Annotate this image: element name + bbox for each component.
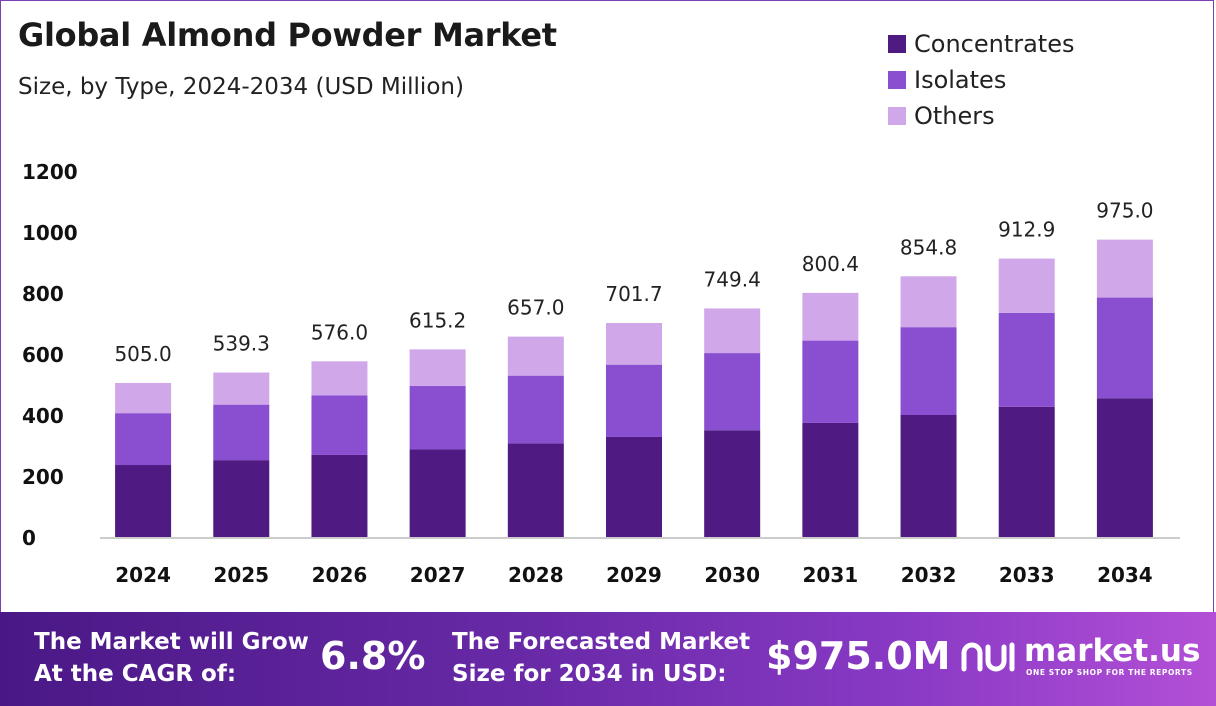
legend-item-isolates: Isolates <box>888 62 1075 98</box>
legend-swatch-isolates <box>888 71 906 89</box>
legend-label-others: Others <box>914 102 995 130</box>
chart-subtitle: Size, by Type, 2024-2034 (USD Million) <box>18 74 464 100</box>
y-tick-label: 800 <box>22 282 64 306</box>
bar-segment-others <box>900 276 957 328</box>
market-us-logo-icon <box>961 642 1015 671</box>
y-tick-label: 200 <box>22 465 64 489</box>
bar-segment-concentrates <box>704 430 761 537</box>
brand-name: market.us <box>1024 633 1201 669</box>
forecast-label: The Forecasted Market Size for 2034 in U… <box>452 626 750 690</box>
bar-segment-concentrates <box>409 449 466 537</box>
x-tick-label: 2024 <box>115 563 171 587</box>
y-tick-label: 1000 <box>22 221 78 245</box>
bar-segment-others <box>507 336 564 376</box>
x-tick-label: 2030 <box>704 563 760 587</box>
forecast-label-line1: The Forecasted Market <box>452 629 751 655</box>
bar-total-label: 701.7 <box>605 282 662 306</box>
bar-segment-isolates <box>802 340 859 423</box>
cagr-value: 6.8% <box>320 634 426 678</box>
bar-segment-others <box>802 292 859 341</box>
bar-segment-concentrates <box>1096 398 1153 537</box>
legend: Concentrates Isolates Others <box>888 26 1075 134</box>
bar-segment-isolates <box>998 312 1055 407</box>
bar-segment-others <box>998 258 1055 313</box>
x-tick-label: 2027 <box>410 563 466 587</box>
legend-swatch-concentrates <box>888 35 906 53</box>
legend-label-isolates: Isolates <box>914 66 1007 94</box>
bar-segment-others <box>1096 239 1153 298</box>
bar-segment-isolates <box>115 413 172 466</box>
cagr-label: The Market will Grow At the CAGR of: <box>34 626 309 690</box>
bar-total-label: 854.8 <box>900 235 957 259</box>
bar-segment-concentrates <box>115 465 172 537</box>
bar-segment-isolates <box>311 395 368 455</box>
x-tick-label: 2032 <box>901 563 957 587</box>
y-tick-label: 600 <box>22 343 64 367</box>
footer-banner: The Market will Grow At the CAGR of: 6.8… <box>0 612 1216 706</box>
bar-segment-others <box>606 322 662 365</box>
bar-segment-concentrates <box>507 443 564 537</box>
bar-segment-isolates <box>704 353 761 431</box>
bar-total-label: 539.3 <box>213 332 270 356</box>
legend-item-others: Others <box>888 98 1075 134</box>
x-tick-label: 2026 <box>312 563 368 587</box>
x-tick-label: 2029 <box>606 563 662 587</box>
chart-title: Global Almond Powder Market <box>18 16 557 54</box>
bar-segment-concentrates <box>998 406 1055 537</box>
bar-segment-isolates <box>213 404 270 461</box>
bar-segment-concentrates <box>802 422 859 537</box>
bar-total-label: 576.0 <box>311 320 368 344</box>
bar-total-label: 615.2 <box>409 308 466 332</box>
bar-chart: 0 200 400 600 800 1000 1200 505.0 2024 539.3 2025 5… <box>22 160 1180 587</box>
bar-total-label: 657.0 <box>507 296 564 320</box>
bar-segment-others <box>213 372 270 405</box>
x-tick-label: 2025 <box>213 563 269 587</box>
bar-segment-isolates <box>900 327 957 415</box>
bar-segment-others <box>311 361 368 396</box>
bar-segment-isolates <box>409 386 466 450</box>
x-tick-label: 2034 <box>1097 563 1153 587</box>
bar-segment-others <box>704 308 761 354</box>
bar-segment-others <box>115 382 172 414</box>
legend-item-concentrates: Concentrates <box>888 26 1075 62</box>
bar-total-label: 505.0 <box>114 342 171 366</box>
y-tick-label: 400 <box>22 404 64 428</box>
x-tick-label: 2033 <box>999 563 1055 587</box>
bar-segment-concentrates <box>900 415 957 537</box>
cagr-label-line2: At the CAGR of: <box>34 661 237 687</box>
bar-total-label: 800.4 <box>802 252 859 276</box>
bar-segment-concentrates <box>311 454 368 537</box>
forecast-label-line2: Size for 2034 in USD: <box>452 661 727 687</box>
legend-swatch-others <box>888 107 906 125</box>
bar-segment-isolates <box>507 375 564 444</box>
brand-logo: market.us ONE STOP SHOP FOR THE REPORTS <box>960 636 1200 677</box>
bar-segment-isolates <box>606 364 662 437</box>
bar-total-label: 975.0 <box>1096 199 1153 223</box>
legend-label-concentrates: Concentrates <box>914 30 1075 58</box>
x-tick-label: 2028 <box>508 563 564 587</box>
forecast-value: $975.0M <box>766 634 951 678</box>
bar-segment-others <box>409 349 466 387</box>
brand-tagline: ONE STOP SHOP FOR THE REPORTS <box>1026 668 1193 677</box>
cagr-label-line1: The Market will Grow <box>34 629 309 655</box>
bar-segment-isolates <box>1096 297 1153 399</box>
bar-total-label: 749.4 <box>704 267 761 291</box>
bar-segment-concentrates <box>606 436 662 537</box>
bar-segment-concentrates <box>213 460 270 537</box>
y-tick-label: 0 <box>22 526 36 550</box>
y-tick-label: 1200 <box>22 160 78 184</box>
bar-total-label: 912.9 <box>998 218 1055 242</box>
x-tick-label: 2031 <box>803 563 859 587</box>
